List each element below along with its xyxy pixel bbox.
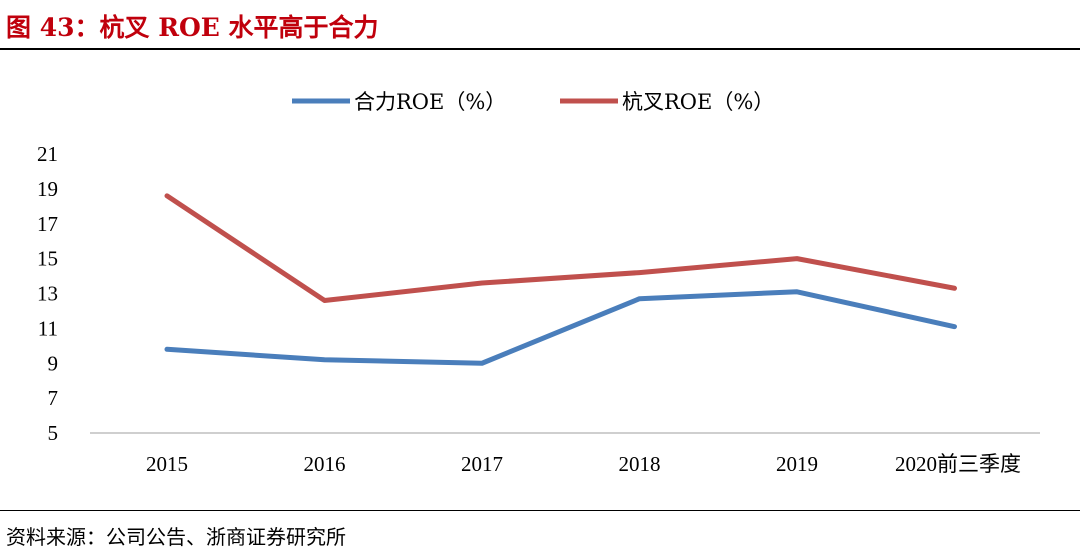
y-tick-label: 11 (38, 316, 58, 340)
x-tick-label: 2020前三季度 (895, 452, 1021, 476)
source-note: 资料来源：公司公告、浙商证券研究所 (6, 525, 346, 549)
x-tick-label: 2018 (619, 452, 661, 476)
y-tick-label: 13 (37, 282, 58, 306)
y-tick-label: 9 (48, 351, 59, 375)
x-tick-label: 2019 (776, 452, 818, 476)
x-axis-ticks: 2015 2016 2017 2018 2019 2020前三季度 (146, 452, 1021, 476)
legend: 合力ROE（%） 杭叉ROE（%） (292, 90, 774, 114)
x-tick-label: 2015 (146, 452, 188, 476)
top-rule (0, 48, 1080, 50)
y-tick-label: 21 (37, 142, 58, 166)
legend-label: 杭叉ROE（%） (622, 90, 774, 114)
y-tick-label: 5 (48, 421, 59, 445)
y-tick-label: 17 (37, 212, 58, 236)
x-tick-label: 2017 (461, 452, 503, 476)
series-lines (164, 193, 957, 366)
figure-title: 图 43：杭叉 ROE 水平高于合力 (6, 13, 379, 42)
bottom-rule (0, 510, 1080, 511)
y-tick-label: 7 (48, 386, 59, 410)
legend-label: 合力ROE（%） (354, 90, 506, 114)
series-line-2 (164, 193, 957, 303)
y-tick-label: 15 (37, 247, 58, 271)
series-line-1 (164, 289, 957, 366)
y-axis-ticks: 5 7 9 11 13 15 17 19 21 (37, 142, 58, 445)
x-tick-label: 2016 (304, 452, 346, 476)
y-tick-label: 19 (37, 177, 58, 201)
